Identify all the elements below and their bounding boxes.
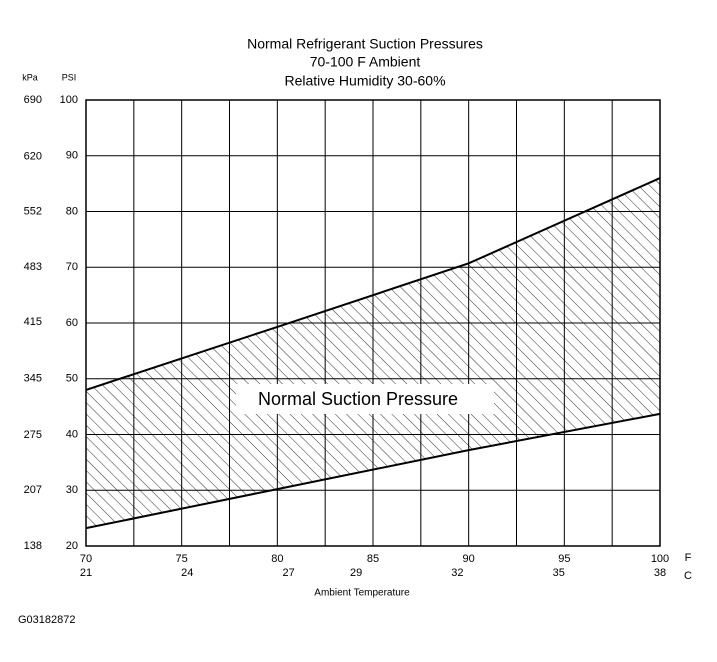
y2-tick-label: 552 [24, 205, 42, 217]
x-tick-label: 85 [367, 553, 379, 565]
y2-tick-label: 690 [24, 94, 42, 106]
y2-tick-label: 415 [24, 316, 42, 328]
x2-tick-label: 21 [80, 567, 92, 579]
x-axis-label: Ambient Temperature [314, 588, 410, 599]
x-tick-label: 70 [80, 553, 92, 565]
y-tick-label: 60 [66, 317, 78, 329]
y-tick-label: 20 [66, 540, 78, 552]
y2-tick-label: 138 [24, 540, 42, 552]
chart-subtitle: Relative Humidity 30-60% [284, 73, 445, 89]
y-tick-label: 100 [60, 94, 78, 106]
x2-tick-label: 35 [553, 567, 565, 579]
y-tick-label: 70 [66, 261, 78, 273]
y-unit: PSI [62, 72, 77, 82]
x-tick-label: 95 [558, 553, 570, 565]
x2-tick-label: 27 [282, 567, 294, 579]
annotation: Normal Suction Pressure [258, 389, 458, 409]
x2-tick-label: 24 [181, 567, 193, 579]
x2-tick-label: 29 [350, 567, 362, 579]
chart-subtitle: 70-100 F Ambient [310, 54, 421, 70]
y-tick-label: 50 [66, 373, 78, 385]
y2-tick-label: 275 [24, 429, 42, 441]
x-tick-label: 100 [651, 553, 669, 565]
series-line [85, 177, 661, 391]
y2-tick-label: 345 [24, 373, 42, 385]
x-tick-label: 75 [176, 553, 188, 565]
y-tick-label: 40 [66, 428, 78, 440]
x-tick-label: 80 [271, 553, 283, 565]
y-tick-label: 30 [66, 484, 78, 496]
x2-tick-label: 32 [451, 567, 463, 579]
y-tick-label: 80 [66, 205, 78, 217]
plot-border [85, 99, 661, 547]
series-line [85, 412, 661, 530]
chart-title: Normal Refrigerant Suction Pressures [247, 36, 483, 52]
figure-id: G03182872 [18, 614, 76, 626]
annotation-box [236, 384, 494, 414]
y2-unit: kPa [22, 72, 38, 82]
y2-tick-label: 483 [24, 261, 42, 273]
y-tick-label: 90 [66, 150, 78, 162]
y2-tick-label: 620 [24, 150, 42, 162]
x2-tick-label: 38 [654, 567, 666, 579]
y2-tick-label: 207 [24, 484, 42, 496]
x-unit: F [685, 552, 692, 564]
x-tick-label: 90 [463, 553, 475, 565]
x2-unit: C [684, 570, 692, 582]
